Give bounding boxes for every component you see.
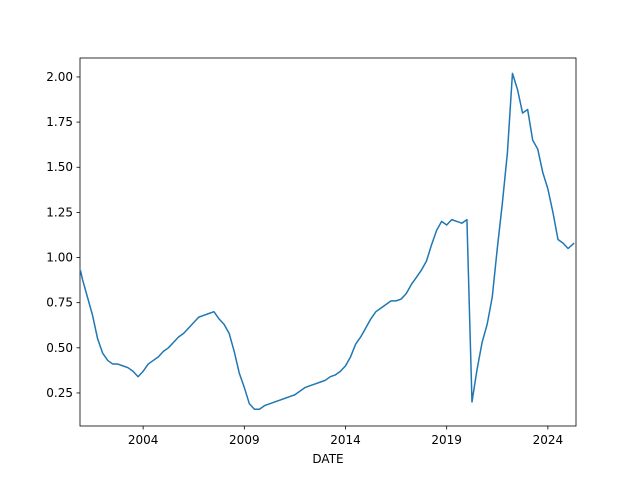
y-tick-label: 0.25 [46,386,73,400]
y-tick-label: 1.75 [46,115,73,129]
axes-frame [79,57,577,427]
y-tick-label: 1.00 [46,251,73,265]
x-tick-label: 2009 [229,433,260,447]
x-tick-label: 2024 [533,433,564,447]
line-series [79,72,575,410]
x-tick-label: 2014 [330,433,361,447]
y-tick-label: 0.50 [46,341,73,355]
x-tick-label: 2004 [128,433,159,447]
x-axis-label: DATE [312,452,343,466]
x-tick-label: 2019 [431,433,462,447]
y-tick-label: 1.50 [46,160,73,174]
y-tick-label: 1.25 [46,205,73,219]
y-tick-label: 0.75 [46,296,73,310]
y-tick-label: 2.00 [46,70,73,84]
